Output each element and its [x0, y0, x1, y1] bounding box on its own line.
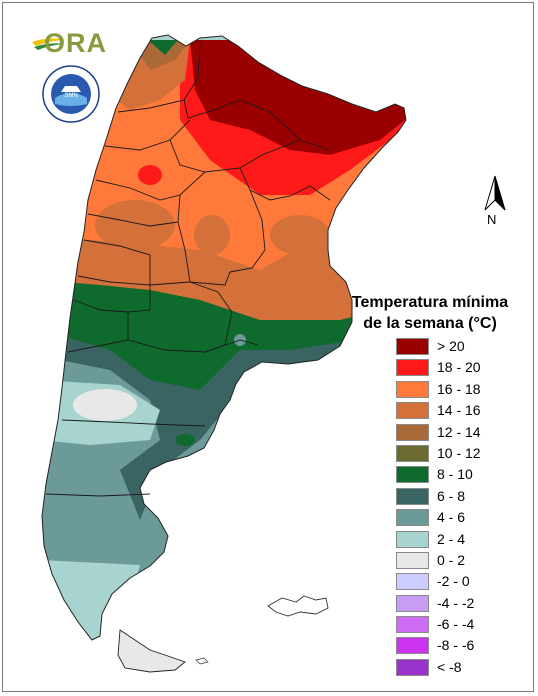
- legend-label: 6 - 8: [437, 487, 466, 504]
- legend-swatch: [396, 551, 429, 569]
- province-boundaries: [45, 39, 331, 497]
- legend-label: -6 - -4: [437, 616, 475, 633]
- legend-swatch: [396, 509, 429, 527]
- malvinas-islands: [267, 595, 329, 617]
- legend-swatch: [396, 573, 429, 591]
- smn-seal-icon: SMN: [42, 65, 100, 123]
- tierra-del-fuego: [117, 629, 186, 673]
- legend-label: 12 - 14: [437, 423, 481, 440]
- legend-swatch: [396, 444, 429, 462]
- legend-label: 2 - 4: [437, 530, 466, 547]
- legend-label: 16 - 18: [437, 380, 481, 397]
- ora-logo-text: ORA: [44, 28, 107, 58]
- north-arrow-icon: [484, 175, 506, 211]
- legend-swatch: [396, 658, 429, 676]
- legend-swatch: [396, 530, 429, 548]
- legend-label: 18 - 20: [437, 359, 481, 376]
- legend-label: -2 - 0: [437, 573, 470, 590]
- legend-swatch: [396, 487, 429, 505]
- legend-swatch: [396, 359, 429, 377]
- country-outline: [41, 34, 407, 641]
- legend-title: Temperatura mínima de la semana (°C): [330, 292, 530, 334]
- legend-swatch: [396, 616, 429, 634]
- legend-label: > 20: [437, 338, 465, 354]
- legend-label: -4 - -2: [437, 594, 475, 611]
- legend-swatch: [396, 594, 429, 612]
- legend-swatch: [396, 637, 429, 655]
- north-arrow-label: N: [487, 212, 497, 227]
- ora-logo-icon: [32, 38, 66, 50]
- legend-swatch: [396, 402, 429, 420]
- legend-swatch: [396, 338, 429, 355]
- legend-label: 8 - 10: [437, 466, 473, 483]
- legend-label: 10 - 12: [437, 444, 481, 461]
- legend-swatch: [396, 423, 429, 441]
- legend-label: 14 - 16: [437, 402, 481, 419]
- legend-label: 4 - 6: [437, 509, 466, 526]
- legend-label: -8 - -6: [437, 637, 475, 654]
- legend-label: 0 - 2: [437, 551, 466, 568]
- legend-label: < -8: [437, 658, 462, 675]
- svg-text:SMN: SMN: [64, 93, 77, 99]
- legend-swatch: [396, 466, 429, 484]
- legend-title-line2: de la semana (°C): [363, 315, 497, 332]
- legend-title-line1: Temperatura mínima: [351, 294, 509, 311]
- legend-swatch: [396, 380, 429, 398]
